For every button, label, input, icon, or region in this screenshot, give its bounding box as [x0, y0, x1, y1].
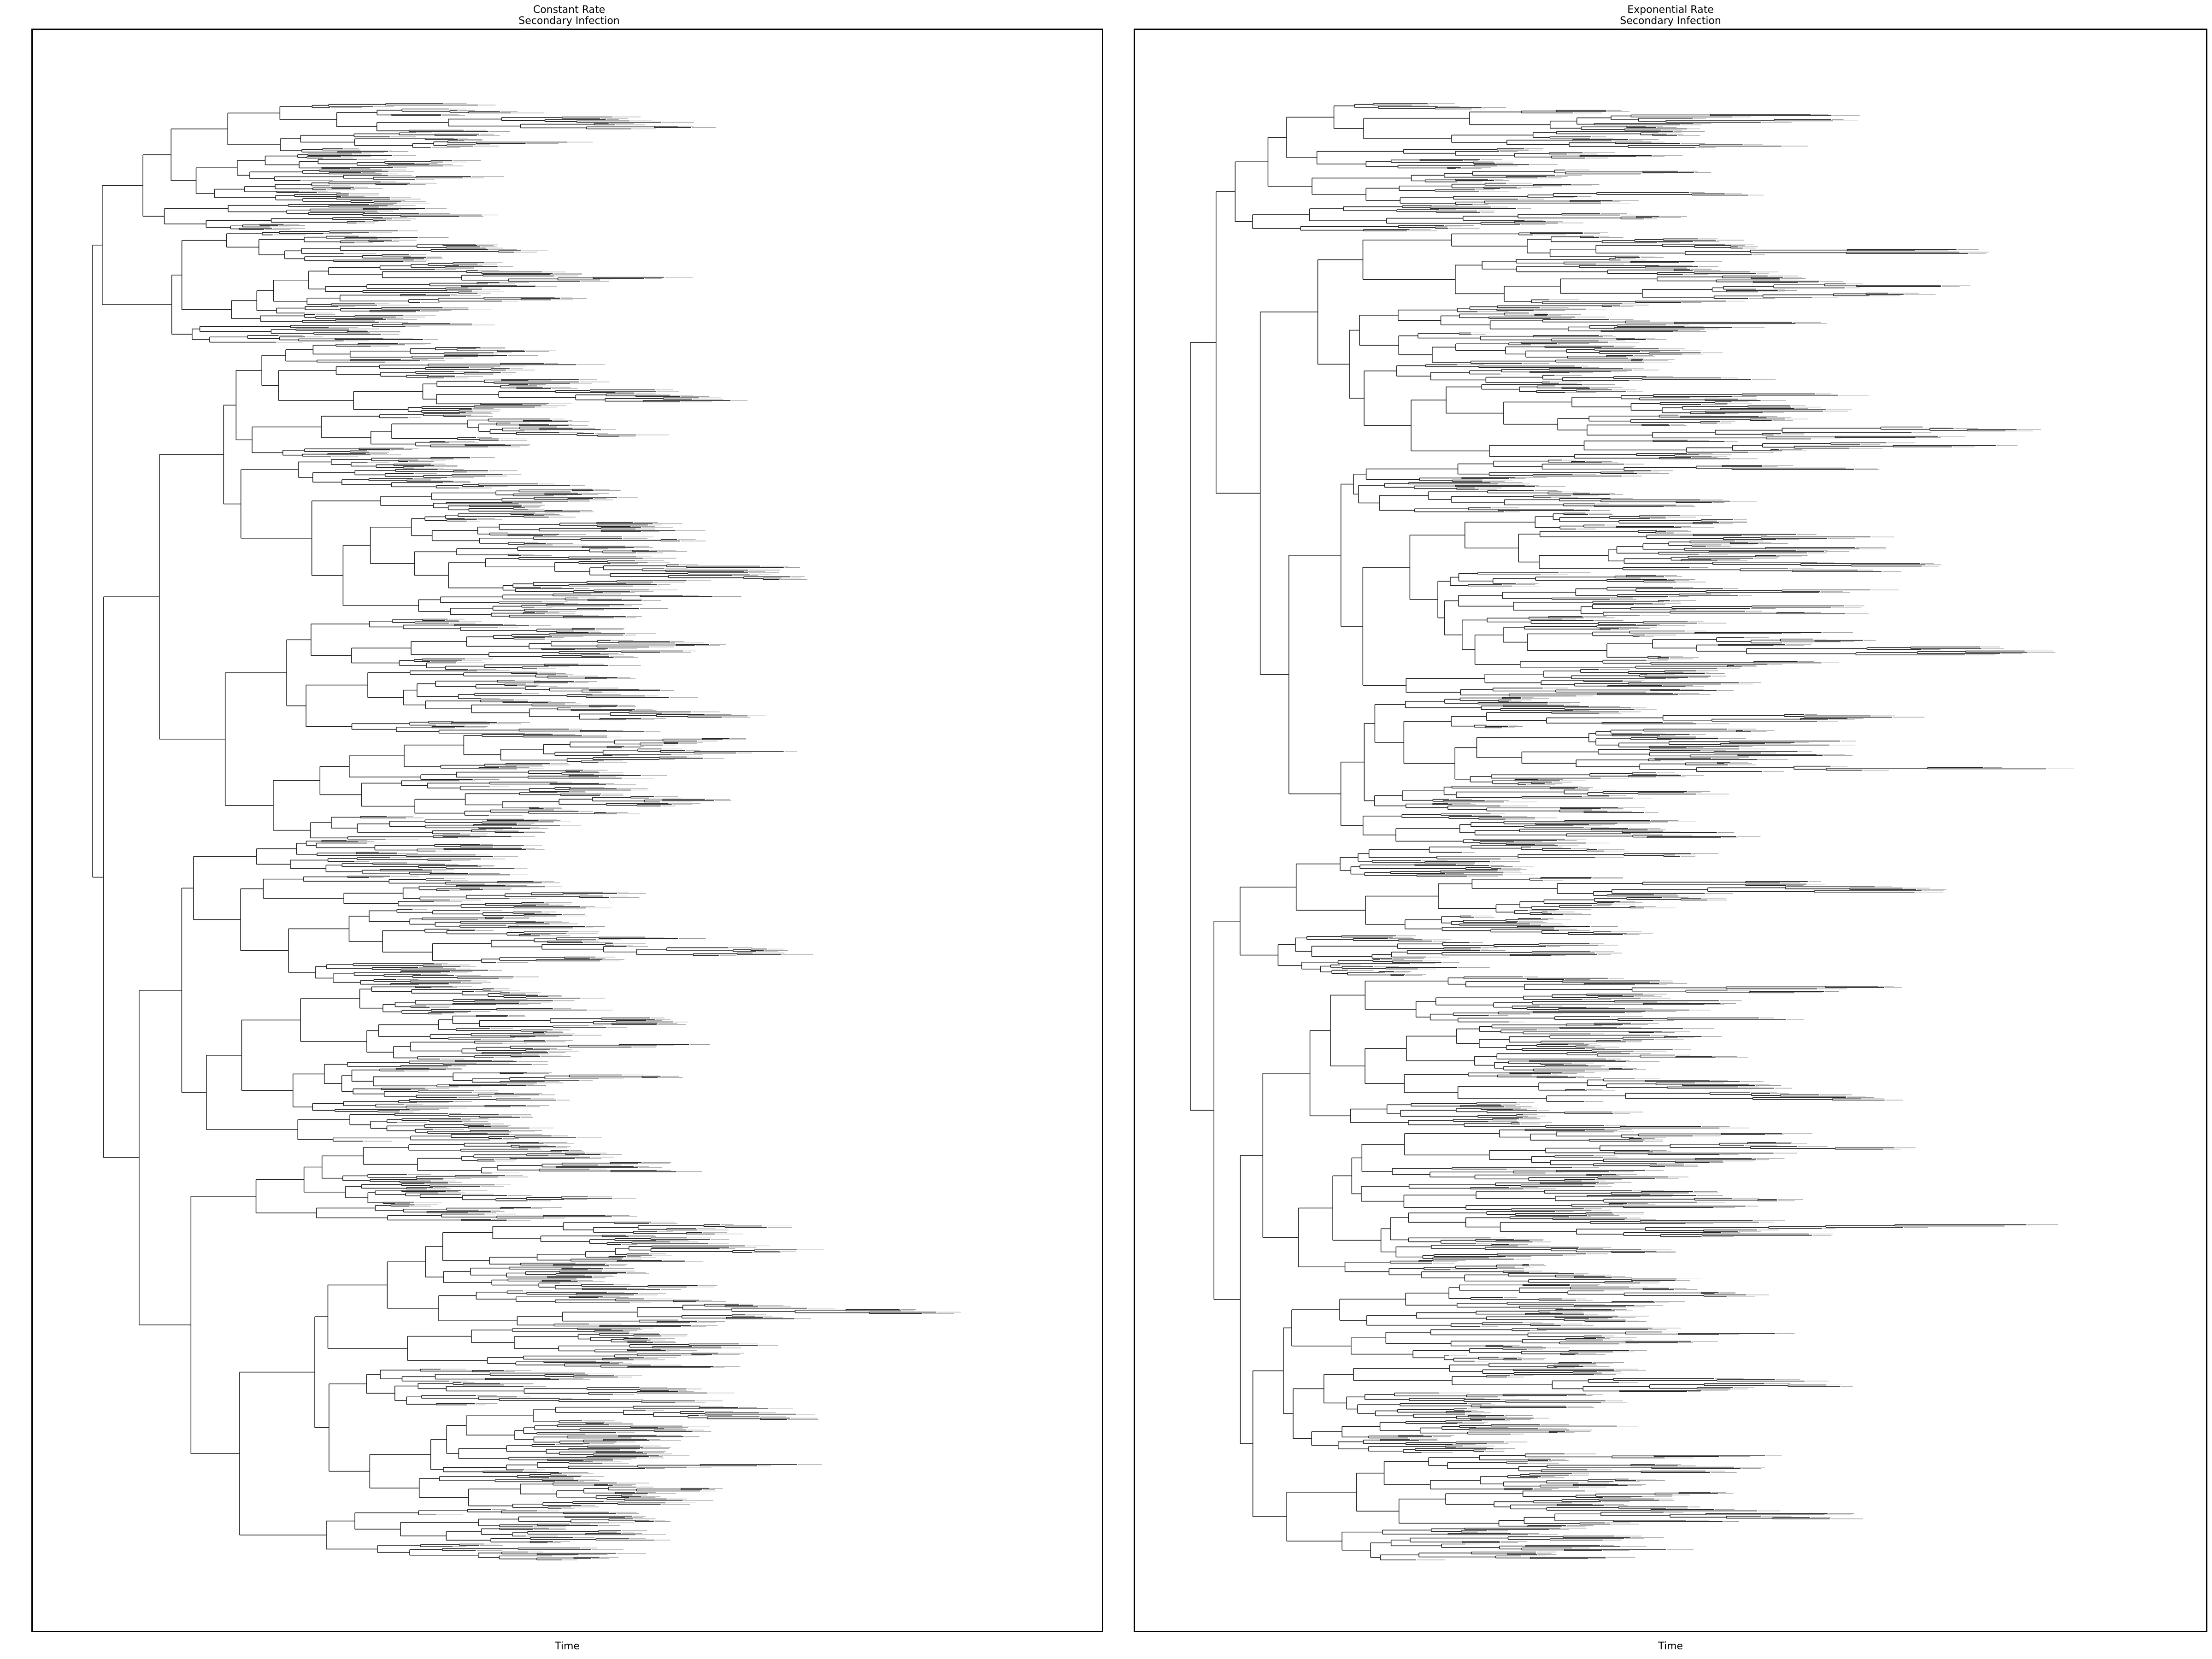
right-x-axis-label: Time [1658, 1641, 1683, 1652]
left-phylogenetic-tree [92, 103, 961, 1560]
left-panel: Constant Rate Secondary Infection Time [31, 5, 1103, 1652]
right-tree-frame [1134, 29, 2207, 1632]
left-x-axis-label: Time [555, 1641, 580, 1652]
tree-edges [1190, 103, 2047, 1560]
tree-branches [92, 103, 936, 1560]
right-title-line2: Secondary Infection [1620, 15, 1721, 27]
right-phylogenetic-tree [1190, 103, 2074, 1560]
tree-branches [1190, 103, 2047, 1560]
right-title-line1: Exponential Rate [1627, 4, 1714, 16]
tree-tip-labels [265, 103, 961, 1560]
left-panel-title: Constant Rate Secondary Infection [0, 5, 1138, 27]
left-title-line1: Constant Rate [533, 4, 606, 16]
left-tree-frame [31, 29, 1103, 1632]
tree-edges [92, 103, 936, 1560]
right-panel: Exponential Rate Secondary Infection Tim… [1106, 0, 2212, 1659]
right-panel-title: Exponential Rate Secondary Infection [1134, 5, 2207, 27]
left-title-line2: Secondary Infection [518, 15, 620, 27]
tree-tip-labels [1341, 103, 2074, 1560]
